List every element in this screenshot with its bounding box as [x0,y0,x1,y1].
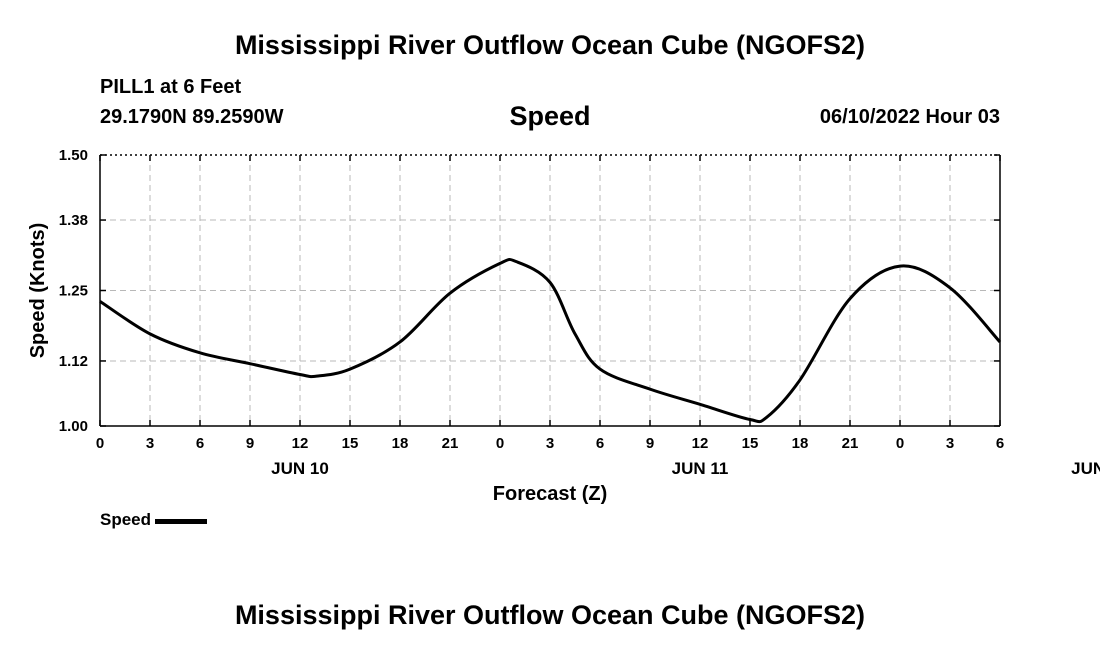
y-tick-label: 1.25 [59,283,88,300]
footer-title: Mississippi River Outflow Ocean Cube (NG… [234,600,866,630]
station-name: PILL1 at 6 Feet [100,76,242,98]
x-tick-label: 0 [496,435,504,452]
x-tick-label: 6 [596,435,604,452]
x-tick-label: 12 [692,435,709,452]
y-tick-label: 1.00 [59,418,88,435]
series-line-speed [99,257,1002,424]
x-tick-label: 21 [842,435,859,452]
y-tick-label: 1.38 [59,212,88,229]
x-tick-label: 6 [996,435,1004,452]
x-tick-label: 18 [792,435,809,452]
day-label: JUN 10 [271,459,329,478]
day-label: JUN 11 [672,459,729,478]
y-tick-label: 1.12 [59,353,88,370]
x-tick-label: 0 [896,435,904,452]
x-tick-label: 3 [146,435,154,452]
x-tick-label: 21 [442,435,459,452]
x-tick-label: 3 [946,435,954,452]
legend: Speed [100,510,208,530]
station-coords: 29.1790N 89.2590W [100,106,284,128]
day-label: JUN 12 [1071,459,1100,478]
y-axis-title: Speed (Knots) [27,223,49,359]
x-tick-label: 12 [292,435,309,452]
run-time: 06/10/2022 Hour 03 [819,106,1000,128]
parameter-title: Speed [509,101,591,131]
x-tick-label: 0 [96,435,104,452]
legend-swatch [155,519,208,524]
x-tick-label: 9 [646,435,654,452]
x-tick-label: 6 [196,435,204,452]
chart-title: Mississippi River Outflow Ocean Cube (NG… [234,30,866,60]
x-tick-label: 15 [742,435,759,452]
x-tick-label: 9 [246,435,254,452]
x-tick-label: 15 [342,435,359,452]
y-tick-label: 1.50 [59,147,88,164]
x-tick-label: 18 [392,435,409,452]
x-axis-title: Forecast (Z) [493,483,607,505]
x-tick-label: 3 [546,435,554,452]
legend-label: Speed [100,510,152,529]
